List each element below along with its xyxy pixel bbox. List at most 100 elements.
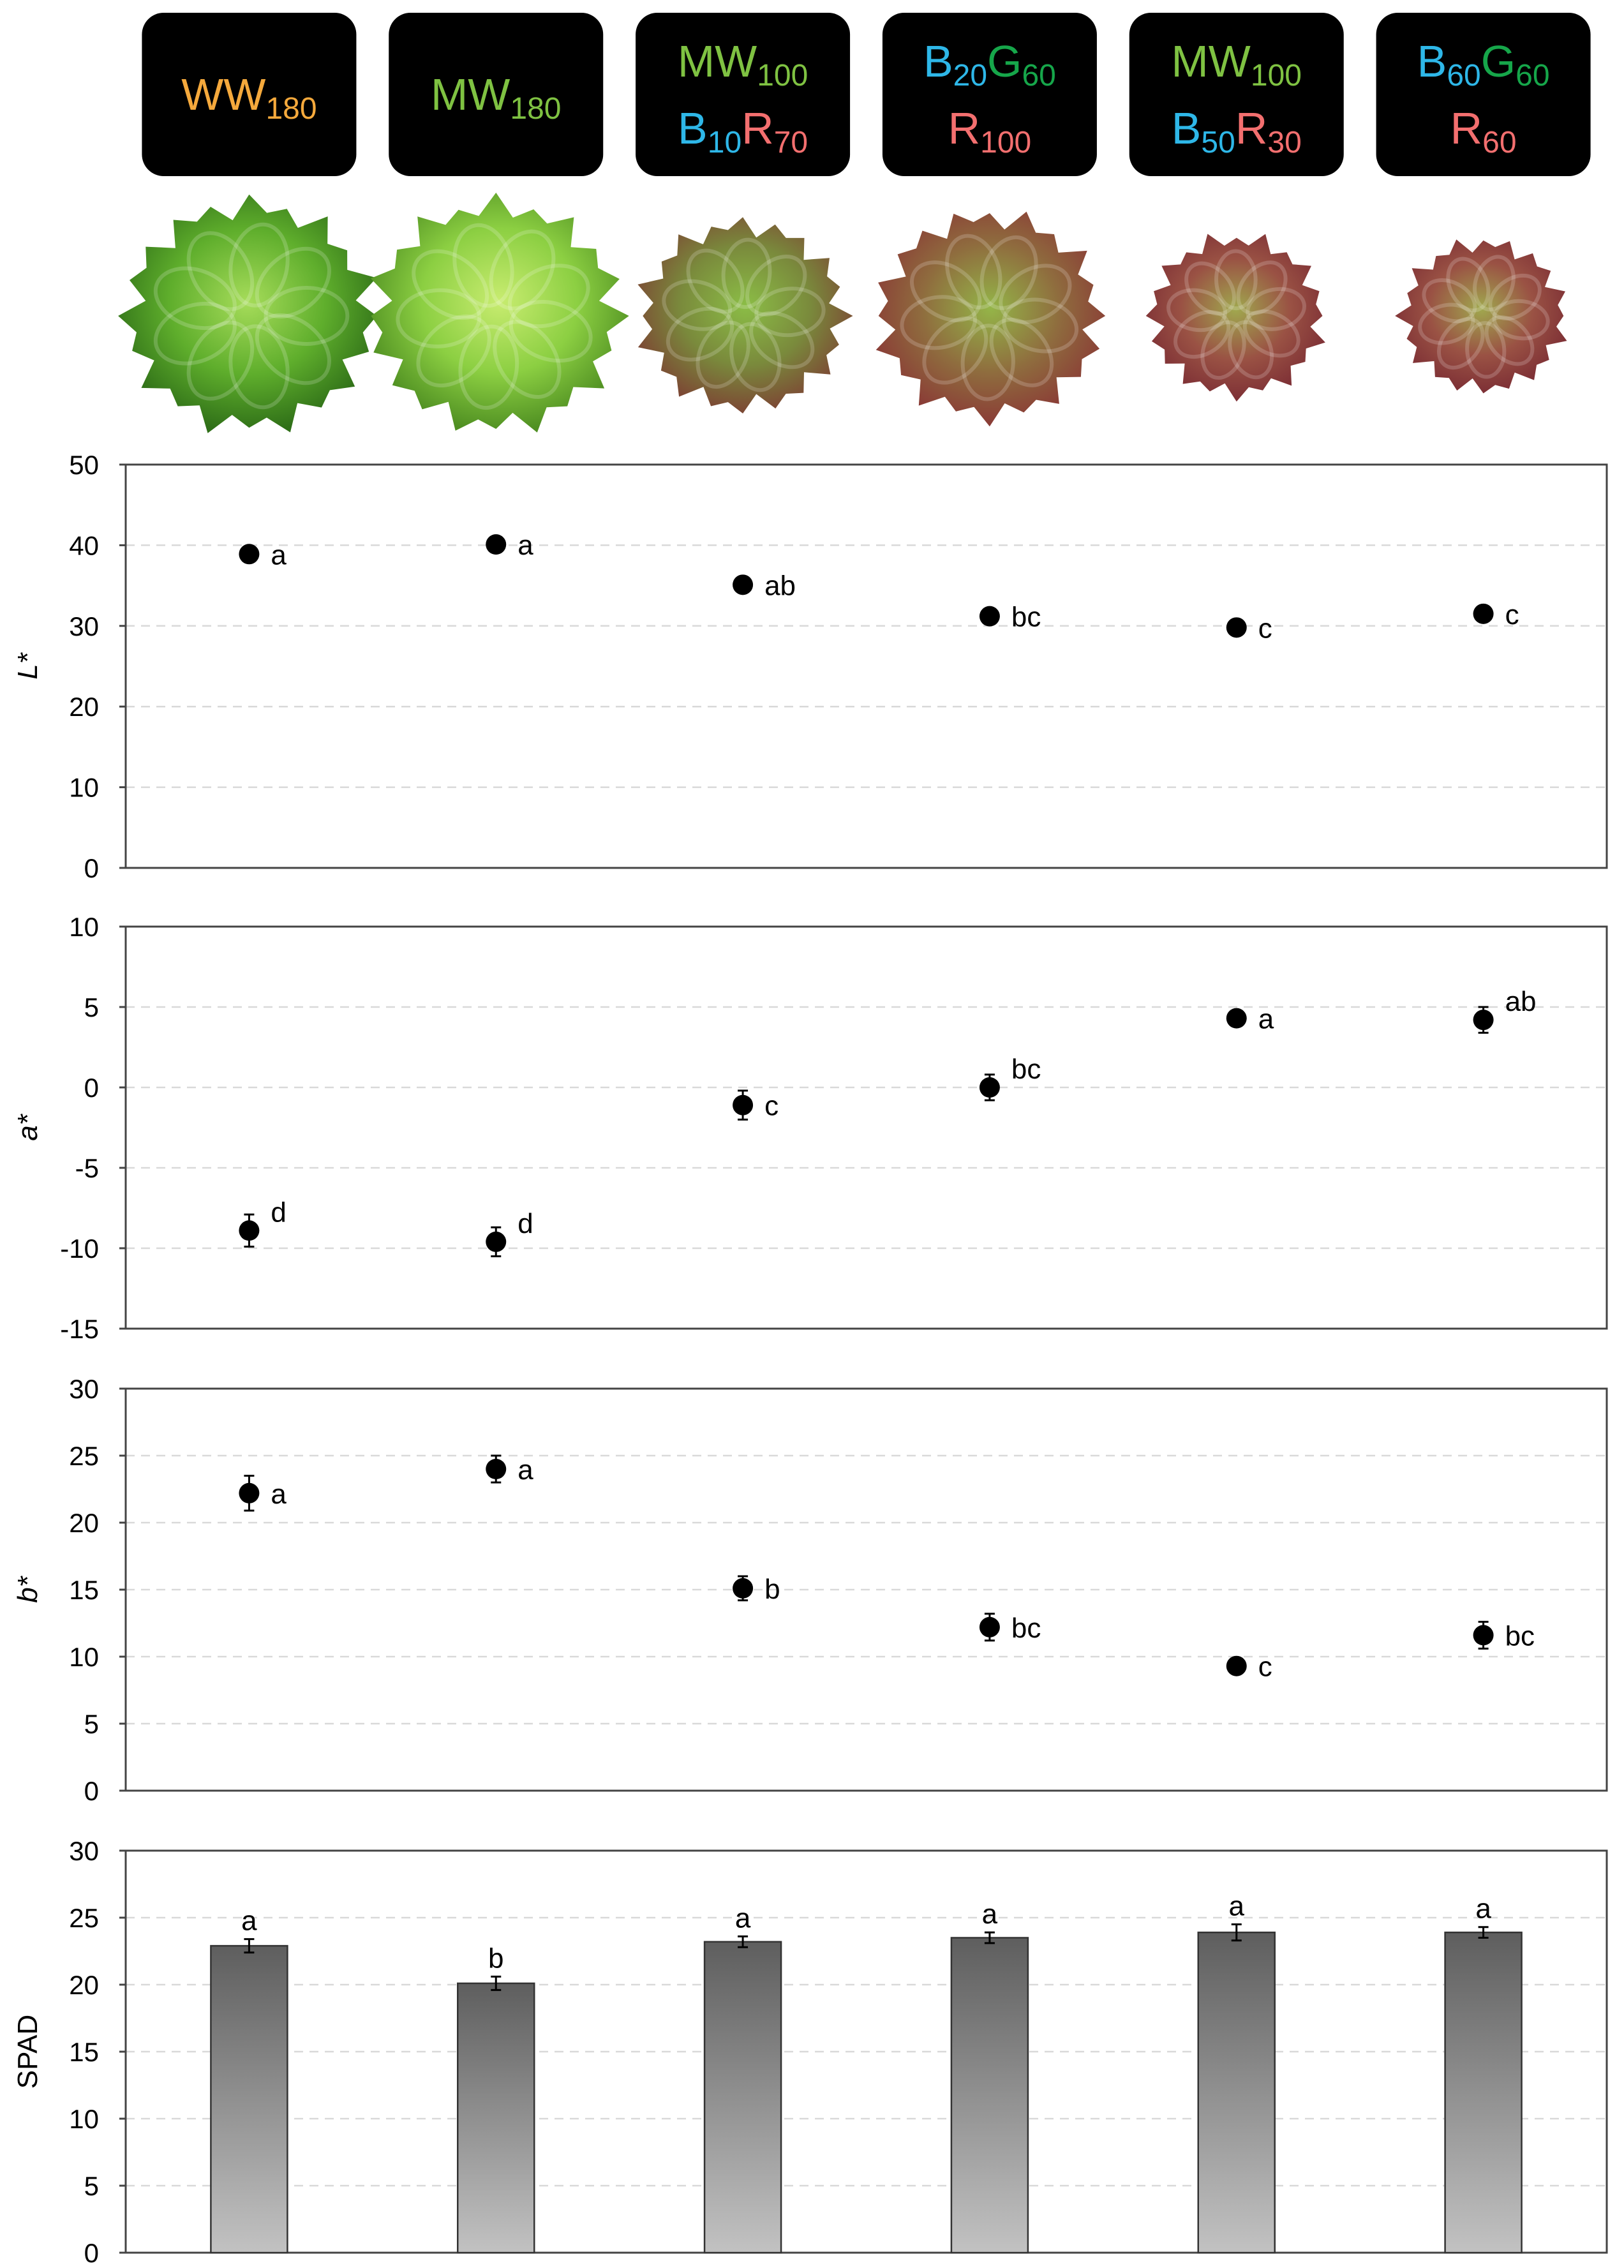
plot-frame [124,925,1608,1330]
leaf-texture [745,254,807,317]
lettuce-head-image [637,217,853,414]
label-subscript: 180 [265,92,317,126]
y-tick-label: -5 [75,1153,99,1183]
y-tick-label: 5 [84,992,99,1022]
treatment-badge: MW180​ [389,13,604,176]
badge-background [882,13,1097,176]
significance-letter: c [1258,1652,1272,1683]
y-tick-label: 30 [69,1374,99,1404]
treatment-badge: MW100​ B50​R30​ [1129,13,1344,176]
leaf-texture [186,320,255,401]
leaf-texture [1236,260,1288,315]
significance-letter: bc [1011,602,1041,633]
leaf-texture [186,231,255,311]
lettuce-head-image [118,194,377,433]
lettuce-outline [370,192,629,433]
leaf-texture [749,311,815,369]
data-point [733,574,754,595]
significance-letter: a [241,1906,257,1937]
data-point [239,1220,260,1241]
leaf-texture [1484,315,1535,366]
y-tick-label: 25 [69,1441,99,1471]
significance-letter: d [518,1208,533,1239]
y-tick-label: 20 [69,1970,99,2000]
data-point [239,544,260,565]
label-subscript: 30 [1267,126,1301,160]
significance-letter: a [271,1479,287,1510]
treatment-badge: WW180​ [142,13,357,176]
leaf-texture [1184,261,1236,316]
lettuce-head-image [1145,234,1325,402]
data-point [1226,617,1247,638]
leaf-texture [255,313,331,385]
badge-background [636,13,851,176]
leaf-texture [416,314,491,388]
significance-letter: c [1505,599,1519,630]
significance-letter: d [271,1197,286,1228]
label-letters: MW [1172,36,1251,86]
label-letters: B [923,36,953,86]
lettuce-head-image [1395,239,1567,394]
badge-background [1129,13,1344,176]
leaf-texture [922,316,988,385]
chart-panel: -15 -10 -5 0 5 10 a* d d c bc a ab [12,912,1608,1344]
plot-frame [124,463,1608,869]
y-tick-label: 20 [69,692,99,722]
leaf-texture [1166,288,1228,332]
badge-background [389,13,604,176]
data-point [733,1578,754,1599]
data-point [1473,1010,1494,1031]
data-point [239,1482,260,1503]
leaf-texture [255,246,331,319]
leaf-texture [686,248,745,314]
leaf-texture [909,260,982,322]
y-axis-label: SPAD [12,2015,43,2089]
treatment-label: MW100​ [678,36,808,93]
chart-panel: 0 10 20 30 40 50 L* a a ab bc c c [12,450,1608,883]
label-subscript: 100 [980,126,1031,160]
leaf-texture [989,317,1054,387]
leaf-texture [1002,297,1079,354]
leaf-texture [1473,255,1516,312]
leaf-texture [1242,309,1300,358]
leaf-texture [1246,287,1307,331]
significance-letter: a [1229,1891,1245,1922]
significance-letter: a [1475,1893,1491,1925]
label-letters: R [1450,103,1483,153]
leaf-texture [1214,249,1258,311]
y-tick-label: 0 [84,1073,99,1103]
leaf-texture [960,324,1015,401]
leaf-texture [228,324,290,410]
data-point [1473,603,1494,624]
significance-letter: b [488,1943,503,1974]
y-tick-label: 0 [84,2238,99,2268]
data-point [486,534,507,555]
badge-background [142,13,357,176]
label-letters: WW [181,70,265,119]
label-subscript: 10 [708,126,741,160]
lettuce-outline [1395,239,1567,394]
significance-letter: ab [1505,986,1537,1017]
leaf-texture [153,266,237,331]
significance-letter: a [982,1899,998,1930]
bar [950,1937,1029,2254]
lettuce-outline [637,217,853,414]
label-letters: MW [431,70,510,119]
treatment-label: WW180​ [181,70,317,126]
leaf-texture [729,322,782,392]
label-subscript: 100 [757,59,808,93]
leaf-texture [509,299,593,363]
treatment-badge: MW100​ B10​R70​ [636,13,851,176]
y-tick-label: 30 [69,1836,99,1866]
label-letters: R [741,103,774,153]
y-tick-label: 10 [69,912,99,942]
treatment-label: B10​R70​ [678,103,808,160]
bar [457,1982,535,2254]
leaf-texture [1446,257,1491,313]
bar [210,1944,288,2254]
label-letters: B [678,103,708,153]
data-point [1473,1625,1494,1646]
leaf-texture [412,249,489,320]
lettuce-photos [118,192,1567,433]
leaf-texture [666,306,734,362]
